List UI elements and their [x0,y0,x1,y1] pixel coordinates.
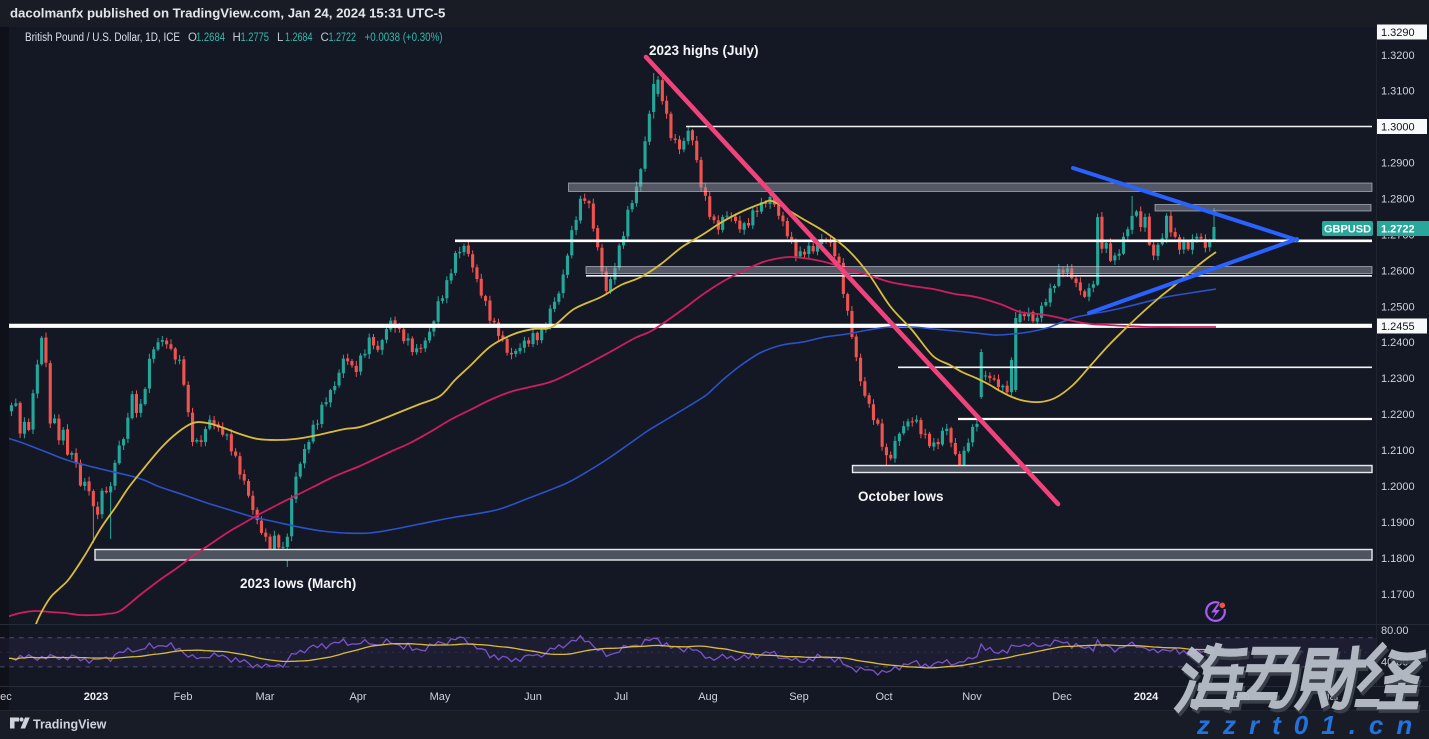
svg-text:Feb: Feb [174,691,193,703]
svg-text:1.2200: 1.2200 [1381,409,1415,421]
svg-text:1.2300: 1.2300 [1381,373,1415,385]
svg-text:1.3200: 1.3200 [1381,50,1415,62]
svg-text:2024: 2024 [1134,691,1159,703]
svg-text:1.1700: 1.1700 [1381,589,1415,601]
svg-text:1.2000: 1.2000 [1381,481,1415,493]
svg-text:C: C [321,32,329,44]
svg-text:2023: 2023 [84,691,108,703]
svg-text:Dec: Dec [1052,691,1072,703]
svg-text:Mar: Mar [256,691,275,703]
svg-text:Oct: Oct [875,691,892,703]
svg-text:1.2722: 1.2722 [1381,223,1415,235]
svg-text:1.2775: 1.2775 [241,32,270,44]
svg-text:1.3000: 1.3000 [1381,121,1415,133]
svg-text:1.2500: 1.2500 [1381,301,1415,313]
svg-text:zzrt01.cn: zzrt01.cn [1196,710,1425,739]
svg-text:L: L [277,32,284,44]
svg-text:1.2100: 1.2100 [1381,445,1415,457]
svg-text:1.2400: 1.2400 [1381,337,1415,349]
svg-text:Aug: Aug [698,691,718,703]
svg-text:1.2900: 1.2900 [1381,158,1415,170]
svg-text:GBPUSD: GBPUSD [1324,223,1371,235]
svg-text:1.2455: 1.2455 [1381,321,1415,333]
svg-text:1.2684: 1.2684 [285,32,313,44]
svg-text:1.2684: 1.2684 [196,32,225,44]
svg-text:1.2600: 1.2600 [1381,265,1415,277]
svg-text:Nov: Nov [962,691,982,703]
svg-text:2023 highs (July): 2023 highs (July) [649,43,759,58]
svg-text:TradingView: TradingView [33,718,107,732]
svg-text:1.3100: 1.3100 [1381,86,1415,98]
svg-text:1.1900: 1.1900 [1381,517,1415,529]
svg-text:Jul: Jul [614,691,628,703]
svg-text:80.00: 80.00 [1381,625,1409,637]
svg-text:2023 lows (March): 2023 lows (March) [240,576,356,591]
svg-text:1.3290: 1.3290 [1381,27,1415,39]
svg-text:British Pound / U.S. Dollar, 1: British Pound / U.S. Dollar, 1D, ICE [25,32,180,44]
svg-text:October lows: October lows [858,489,944,504]
svg-text:Dec: Dec [0,691,12,703]
svg-text:Jun: Jun [524,691,542,703]
svg-text:1.1800: 1.1800 [1381,553,1415,565]
svg-text:May: May [430,691,451,703]
svg-text:1.2722: 1.2722 [329,32,357,44]
svg-text:+0.0038 (+0.30%): +0.0038 (+0.30%) [365,32,443,44]
svg-text:O: O [188,32,197,44]
svg-text:Sep: Sep [789,691,809,703]
svg-text:H: H [233,32,241,44]
svg-text:dacolmanfx published on Tradin: dacolmanfx published on TradingView.com,… [10,6,445,21]
svg-text:1.2800: 1.2800 [1381,194,1415,206]
svg-text:Apr: Apr [349,691,366,703]
